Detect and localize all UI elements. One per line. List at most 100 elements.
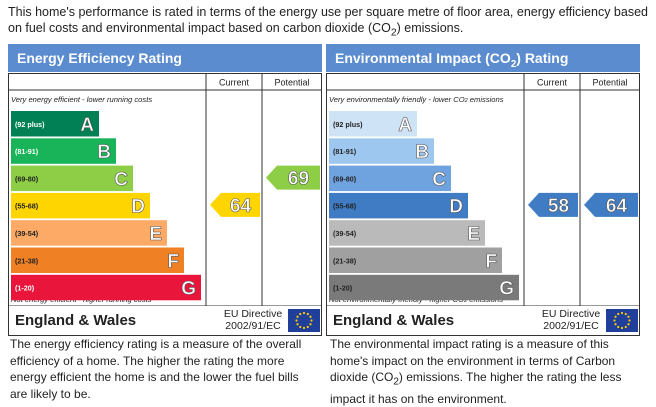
- rating-band-e: [11, 220, 167, 246]
- potential-column-header: Potential: [592, 78, 627, 88]
- potential-column-header: Potential: [274, 78, 309, 88]
- potential-rating-value: 64: [606, 196, 628, 217]
- country-label: England & Wales: [333, 312, 455, 329]
- current-rating-arrow: [528, 192, 578, 217]
- rating-band-b: [11, 138, 116, 164]
- eu-star: [614, 315, 617, 318]
- band-range-label: (92 plus): [15, 120, 45, 129]
- eu-star: [309, 323, 312, 326]
- environmental-impact-title: Environmental Impact (CO2) Rating: [326, 44, 640, 72]
- rating-band-a: [11, 111, 99, 137]
- eu-star: [624, 312, 627, 316]
- eu-directive-line1: EU Directive: [541, 308, 601, 320]
- band-range-label: (21-38): [333, 256, 357, 265]
- band-letter-e: E: [149, 224, 162, 245]
- band-range-label: (1-20): [333, 284, 353, 293]
- eu-directive-line2: 2002/91/EC: [543, 320, 599, 332]
- eu-star: [302, 326, 306, 330]
- eu-star: [617, 312, 620, 316]
- rating-band-e: [329, 220, 485, 246]
- band-range-label: (55-68): [333, 202, 357, 211]
- eu-star: [627, 323, 630, 326]
- band-letter-g: G: [499, 279, 514, 300]
- potential-rating-value: 69: [288, 169, 309, 190]
- band-range-label: (69-80): [333, 174, 357, 183]
- current-rating-arrow: [210, 192, 260, 217]
- eu-star: [614, 323, 617, 326]
- rating-band-a: [329, 111, 417, 137]
- band-range-label: (69-80): [15, 174, 39, 183]
- eu-directive-line2: 2002/91/EC: [225, 320, 281, 332]
- rating-band-f: [11, 247, 184, 273]
- potential-rating-arrow: [584, 192, 638, 217]
- rating-band-c: [329, 165, 451, 192]
- band-range-label: (92 plus): [333, 120, 363, 129]
- band-letter-f: F: [167, 251, 179, 272]
- energy-description: The energy efficiency rating is a measur…: [10, 337, 302, 401]
- current-rating-value: 58: [548, 196, 569, 217]
- eu-star: [620, 326, 624, 330]
- eu-star: [302, 311, 306, 315]
- energy-efficiency-chart: Current Potential Very energy efficient - …: [8, 73, 322, 306]
- current-column-header: Current: [537, 78, 568, 88]
- eu-star: [296, 315, 299, 318]
- band-range-label: (39-54): [15, 229, 39, 238]
- band-letter-g: G: [181, 279, 196, 300]
- rating-band-f: [329, 247, 502, 273]
- eu-star: [296, 323, 299, 326]
- eu-star: [299, 312, 302, 316]
- eu-star: [624, 325, 627, 329]
- rating-band-b: [329, 138, 434, 164]
- band-range-label: (81-91): [15, 147, 39, 156]
- intro-text: This home's performance is rated in term…: [8, 5, 648, 39]
- current-column-header: Current: [219, 78, 250, 88]
- country-label: England & Wales: [15, 312, 137, 329]
- band-letter-f: F: [485, 251, 497, 272]
- current-rating-value: 64: [230, 196, 252, 217]
- band-letter-e: E: [467, 224, 480, 245]
- band-letter-b: B: [97, 142, 111, 163]
- environmental-impact-chart: Current Potential Very environmentally fri…: [326, 73, 640, 306]
- eu-star: [627, 315, 630, 318]
- eu-flag-icon: [606, 309, 638, 332]
- rating-band-g: [329, 274, 519, 301]
- rating-band-d: [329, 192, 468, 219]
- environmental-impact-panel: Environmental Impact (CO2) Rating Curren…: [326, 44, 640, 336]
- top-note: Very energy efficient - lower running co…: [11, 95, 152, 104]
- band-letter-c: C: [114, 169, 128, 190]
- eu-star: [309, 315, 312, 318]
- energy-efficiency-panel: Energy Efficiency Rating Current Potentia…: [8, 44, 322, 336]
- energy-efficiency-title: Energy Efficiency Rating: [8, 44, 322, 72]
- eu-star: [295, 319, 298, 322]
- band-range-label: (81-91): [333, 147, 357, 156]
- rating-band-d: [11, 192, 150, 219]
- eu-star: [620, 311, 624, 315]
- rating-band-g: [11, 274, 201, 301]
- eu-flag-icon: [288, 309, 320, 332]
- band-range-label: (21-38): [15, 256, 39, 265]
- eu-star: [306, 325, 309, 329]
- band-letter-d: D: [131, 197, 145, 218]
- band-letter-d: D: [449, 197, 463, 218]
- eu-star: [299, 325, 302, 329]
- eu-star: [310, 319, 313, 322]
- top-note: Very environmentally friendly - lower CO…: [329, 95, 504, 104]
- energy-footer: England & Wales EU Directive 2002/91/EC: [8, 306, 322, 336]
- environment-description: The environmental impact rating is a mea…: [330, 337, 622, 406]
- band-range-label: (1-20): [15, 284, 35, 293]
- eu-directive: EU Directive 2002/91/EC: [221, 308, 285, 332]
- band-letter-a: A: [80, 115, 94, 136]
- potential-rating-arrow: [266, 165, 320, 190]
- eu-star: [306, 312, 309, 316]
- eu-star: [613, 319, 616, 322]
- eu-star: [617, 325, 620, 329]
- rating-band-c: [11, 165, 133, 192]
- band-range-label: (39-54): [333, 229, 357, 238]
- band-range-label: (55-68): [15, 202, 39, 211]
- eu-directive: EU Directive 2002/91/EC: [539, 308, 603, 332]
- band-letter-b: B: [415, 142, 429, 163]
- band-letter-a: A: [398, 115, 412, 136]
- eu-directive-line1: EU Directive: [223, 308, 283, 320]
- band-letter-c: C: [432, 169, 446, 190]
- eu-star: [628, 319, 631, 322]
